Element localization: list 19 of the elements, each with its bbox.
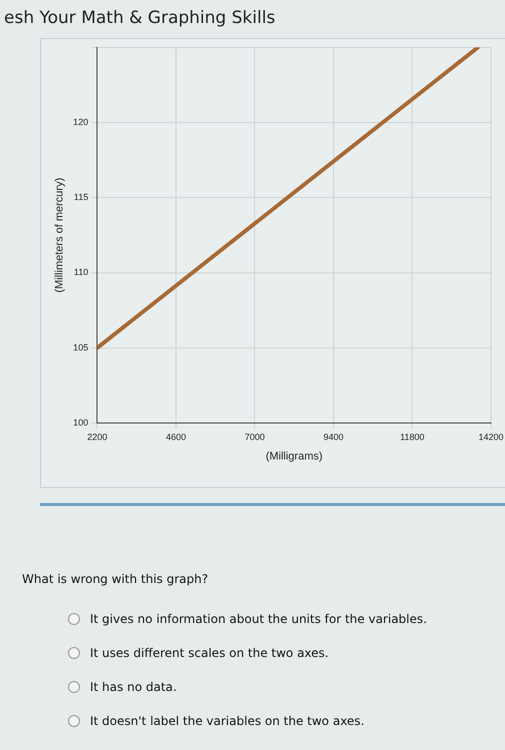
chart-title: esh Your Math & Graphing Skills: [4, 8, 276, 28]
y-tick-label: 110: [74, 267, 88, 278]
x-tick-label: 14200: [478, 432, 504, 442]
x-tick-label: 9400: [323, 432, 344, 442]
y-tick-label: 115: [74, 192, 88, 202]
x-tick-label: 2200: [87, 432, 108, 442]
y-tick-label: 105: [73, 342, 88, 352]
text: It has no data.: [90, 680, 177, 694]
x-axis-title: (Milligrams): [266, 450, 323, 462]
y-tick-label: 120: [73, 117, 88, 128]
text: What is wrong with this graph?: [22, 572, 208, 586]
y-axis-title: (Millimeters of mercury): [54, 178, 66, 293]
x-tick-label: 4600: [166, 432, 186, 442]
text: It doesn't label the variables on the two axes.: [90, 714, 364, 728]
text: It uses different scales on the two axes.: [90, 646, 329, 660]
text: It gives no information about the units for the variables.: [90, 612, 427, 626]
y-tick-label: 100: [73, 417, 88, 428]
x-tick-label: 11800: [400, 432, 424, 442]
x-tick-label: 7000: [244, 432, 265, 442]
